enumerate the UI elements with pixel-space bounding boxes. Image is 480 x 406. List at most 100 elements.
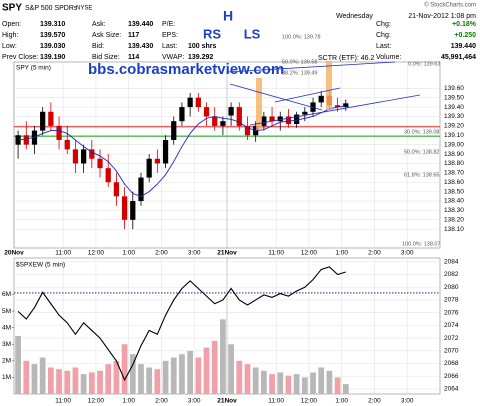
volume-bar [252, 367, 259, 394]
annotation: H [223, 8, 233, 24]
y-tick-label: 138.50 [444, 188, 464, 195]
field-value: 139.030 [40, 43, 65, 50]
security-name: S&P 500 SPDRs [25, 5, 78, 12]
volume-bar [154, 369, 161, 394]
annotation: LS [244, 26, 261, 41]
volume-bar [220, 319, 226, 394]
y-tick-label: 139.20 [444, 123, 464, 130]
candle-body [154, 158, 160, 164]
candle-body [146, 158, 152, 178]
y-tick-label: 138.30 [444, 207, 464, 214]
volume-bar [97, 370, 103, 394]
candle-body [130, 201, 136, 220]
price-line [17, 266, 346, 382]
candle-body [228, 107, 234, 116]
field-label: Prev Close: [2, 54, 38, 61]
y-tick-label: 139.30 [444, 113, 464, 120]
y-tick-label: 138.70 [444, 170, 464, 177]
volume-bar [260, 370, 267, 394]
annotation: RS [203, 26, 221, 41]
panel-title: SPY (5 min) [16, 65, 51, 72]
volume-bar [203, 347, 210, 394]
field-label: High: [2, 32, 18, 39]
field-label: Ask Size: [92, 32, 121, 39]
candle-body [171, 121, 177, 140]
field-value: 139.292 [188, 54, 213, 61]
candle-body [72, 149, 79, 164]
volume-bar [88, 372, 95, 394]
candle-body [23, 135, 29, 145]
y-tick-label: 2070 [444, 348, 459, 355]
trendline [274, 87, 341, 103]
fib-label: 50.0%: 138.82 [404, 149, 439, 155]
candle-body [97, 158, 103, 169]
candle-body [113, 182, 120, 197]
header-background [0, 0, 480, 61]
volume-bar [228, 344, 234, 394]
candle-body [64, 139, 70, 150]
candle-body [195, 97, 201, 108]
candle-body [269, 116, 275, 122]
field-value: 139.430 [128, 43, 153, 50]
trendline [227, 61, 396, 73]
volume-bar [72, 367, 79, 394]
volume-bar [31, 364, 38, 394]
field-value: 100 shrs [188, 43, 217, 50]
candle-body [56, 125, 62, 140]
candle-body [203, 107, 210, 117]
y-tick-label: 2068 [444, 360, 459, 367]
candle-body [187, 97, 193, 108]
field-value: 139.570 [40, 32, 65, 39]
volume-tick-label: 2M [2, 358, 11, 365]
field-label: Last: [376, 43, 391, 50]
volume-bar [64, 370, 71, 394]
volume-bar [326, 370, 333, 394]
volume-bar [195, 357, 202, 394]
field-value: 45,991,464 [441, 54, 476, 61]
candle-body [31, 130, 38, 145]
volume-bar [47, 367, 54, 394]
day: Wednesday [336, 13, 373, 20]
x-tick-label: 1:00 [122, 398, 135, 405]
y-tick-label: 2082 [444, 271, 459, 278]
x-tick-label: 12:00 [301, 398, 318, 405]
field-label: Open: [2, 21, 21, 28]
x-tick-label: 21Nov [217, 250, 237, 257]
volume-bar [113, 360, 120, 394]
fib-label: 0.0%: 139.63 [408, 61, 440, 67]
y-tick-label: 138.60 [444, 179, 464, 186]
y-tick-label: 2076 [444, 309, 459, 316]
candle-body [334, 105, 341, 108]
volume-bar [80, 374, 87, 394]
y-tick-label: 2074 [444, 322, 459, 329]
x-tick-label: 3:00 [188, 398, 201, 405]
field-label: Chg: [376, 32, 391, 39]
volume-tick-label: 3M [2, 341, 11, 348]
highlight-bar [256, 78, 262, 130]
volume-tick-label: 6M [2, 291, 11, 298]
trendline [229, 83, 323, 111]
volume-tick-label: 5M [2, 308, 11, 315]
field-label: VWAP: [162, 54, 184, 61]
x-tick-label: 3:00 [188, 250, 201, 257]
y-tick-label: 139.10 [444, 132, 464, 139]
x-tick-label: 21Nov [217, 398, 237, 405]
volume-bar [277, 372, 284, 394]
x-tick-label: 11:00 [55, 398, 71, 405]
field-value: 139.310 [40, 21, 65, 28]
trendline [249, 94, 421, 126]
candle-body [277, 116, 283, 122]
fib-label: 100.0%: 138.07 [402, 241, 441, 247]
volume-bar [170, 357, 177, 394]
volume-bar [310, 372, 316, 394]
volume-bar [129, 354, 136, 394]
volume-bar [105, 364, 112, 394]
x-tick-label: 12:00 [88, 398, 105, 405]
field-label: EPS: [162, 32, 178, 39]
volume-bar [39, 357, 46, 394]
x-tick-label: 3:00 [401, 398, 414, 405]
candle-body [105, 168, 111, 183]
fib-label: 50.0%: 139.58 [282, 59, 317, 65]
